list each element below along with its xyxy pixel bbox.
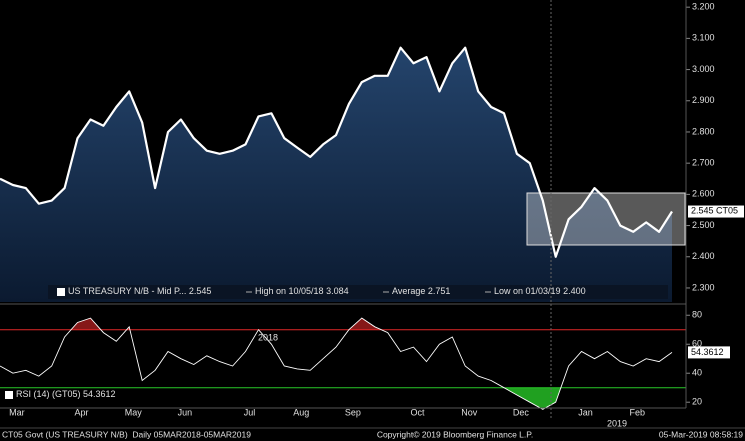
y-tick-label: 20 — [692, 397, 702, 407]
legend-series-name: US TREASURY N/B - Mid P... — [68, 286, 186, 296]
y-tick-label: 3.000 — [692, 64, 715, 74]
x-tick-label: Feb — [629, 407, 645, 417]
y-tick-label: 2.600 — [692, 189, 715, 199]
year-label: 2018 — [258, 332, 278, 342]
legend-bg — [48, 285, 668, 299]
y-tick-label: 2.900 — [692, 95, 715, 105]
year-label: 2019 — [607, 418, 627, 428]
plot-layer: 2.300 2.400 2.500 2.600 2.700 2.800 2.900 3.000… — [0, 2, 744, 428]
legend-item-label: High on 10/05/18 — [255, 286, 324, 296]
legend-item-value: 3.084 — [326, 286, 349, 296]
legend-series-name: RSI (14) (GT05) — [16, 389, 81, 399]
footer-right: 05-Mar-2019 08:58:19 — [659, 429, 743, 439]
x-tick-label: Nov — [461, 407, 478, 417]
footer-left: CT05 Govt (US TREASURY N/B) Daily 05MAR2… — [2, 429, 251, 439]
legend-item: Low on 01/03/19 2.400 — [494, 286, 586, 296]
ticker: CT05 — [716, 206, 738, 216]
legend-swatch — [5, 391, 13, 399]
y-tick-label: 2.400 — [692, 251, 715, 261]
legend-item: High on 10/05/18 3.084 — [255, 286, 349, 296]
y-tick-label: 2.300 — [692, 282, 715, 292]
last-value-tag — [688, 346, 730, 359]
x-tick-label: Jan — [578, 407, 593, 417]
price-line — [0, 46, 673, 258]
legend-item-label: Low on 01/03/19 — [494, 286, 561, 296]
last-value-tag — [688, 205, 744, 218]
x-tick-label: Sep — [345, 407, 361, 417]
x-tick-label: May — [125, 407, 143, 417]
y-tick-label: 2.700 — [692, 158, 715, 168]
x-tick-label: Mar — [9, 407, 25, 417]
last-value-tag-text: 2.545 CT05 — [691, 206, 738, 216]
legend-last-value: 54.3612 — [83, 389, 116, 399]
legend-item-value: 2.400 — [563, 286, 586, 296]
footer-center: Copyright© 2019 Bloomberg Finance L.P. — [377, 429, 533, 439]
last-value: 2.545 — [691, 206, 714, 216]
range-box — [526, 192, 686, 246]
y-tick-label: 80 — [692, 310, 702, 320]
legend-last-value: 2.545 — [189, 286, 212, 296]
legend-text: RSI (14) (GT05) 54.3612 — [16, 389, 116, 399]
y-tick-label: 2.500 — [692, 220, 715, 230]
legend-item-value: 2.751 — [428, 286, 451, 296]
x-tick-label: Jul — [244, 407, 256, 417]
x-tick-label: Jun — [178, 407, 193, 417]
legend-item-label: Average — [392, 286, 425, 296]
legend-item: Average 2.751 — [392, 286, 450, 296]
y-tick-label: 3.200 — [692, 2, 715, 12]
legend-swatch — [57, 288, 65, 296]
x-tick-label: Apr — [75, 407, 89, 417]
area-fill — [0, 47, 672, 303]
oversold-fill — [504, 388, 561, 410]
y-tick-label: 2.800 — [692, 126, 715, 136]
y-tick-label: 40 — [692, 368, 702, 378]
rsi-line — [0, 317, 673, 410]
x-tick-label: Dec — [513, 407, 530, 417]
x-tick-label: Aug — [293, 407, 309, 417]
y-tick-label: 60 — [692, 339, 702, 349]
x-tick-label: Oct — [411, 407, 426, 417]
legend-text: US TREASURY N/B - Mid P... 2.545 — [68, 286, 211, 296]
last-value-tag-text: 54.3612 — [691, 347, 724, 357]
y-tick-label: 3.100 — [692, 33, 715, 43]
